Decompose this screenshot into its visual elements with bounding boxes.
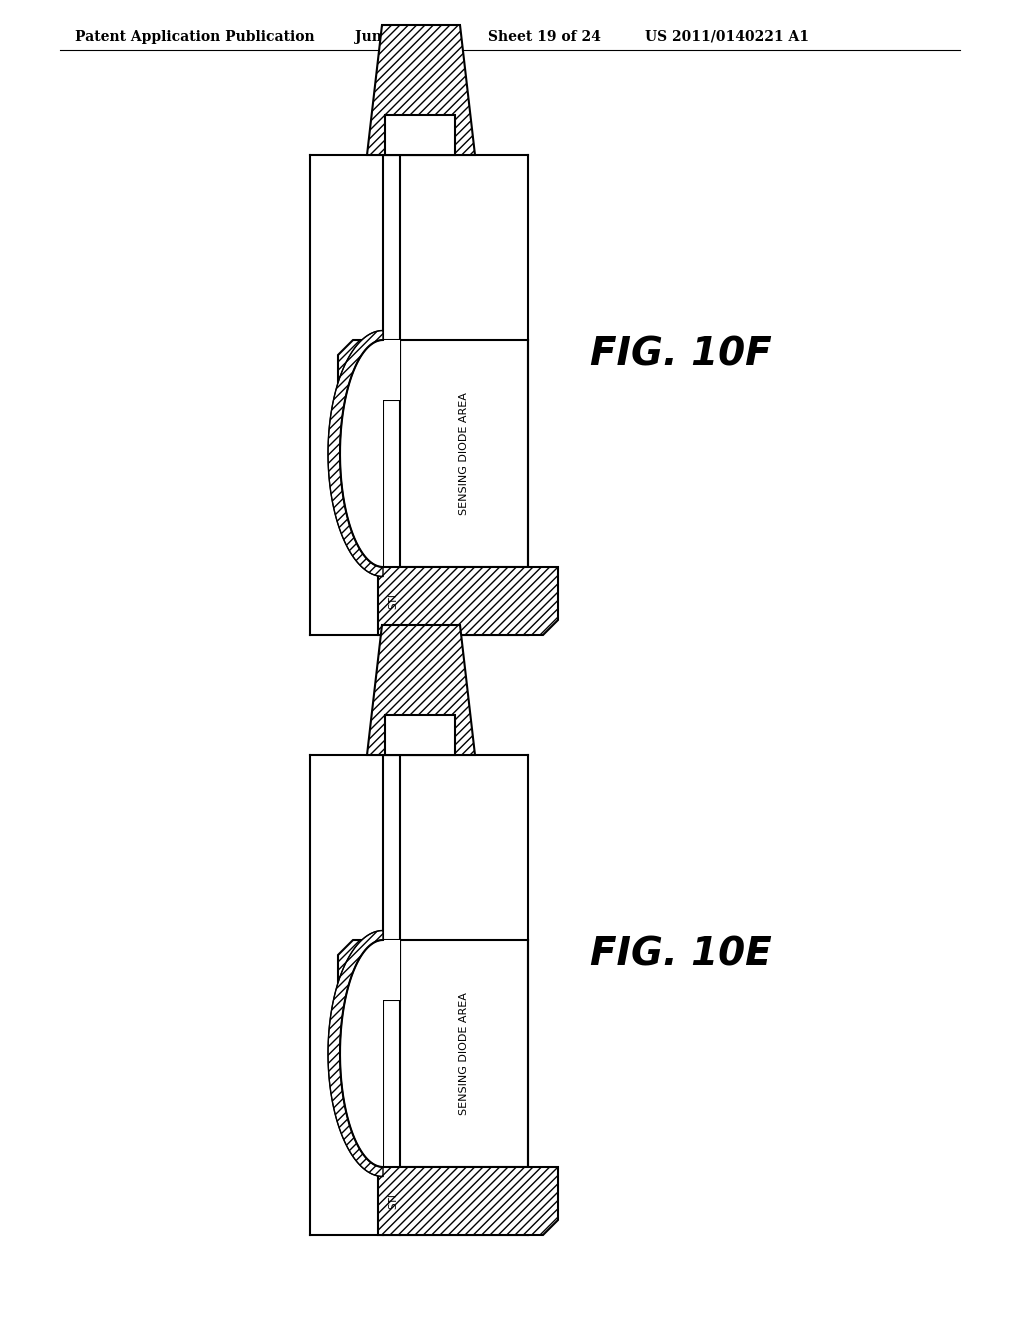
Text: Sheet 19 of 24: Sheet 19 of 24 [488, 30, 601, 44]
Text: STI: STI [388, 593, 398, 609]
Polygon shape [367, 25, 475, 154]
Polygon shape [340, 341, 383, 568]
Text: Jun. 16, 2011: Jun. 16, 2011 [355, 30, 460, 44]
Polygon shape [383, 341, 400, 400]
Polygon shape [328, 330, 383, 577]
Text: US 2011/0140221 A1: US 2011/0140221 A1 [645, 30, 809, 44]
Text: STI: STI [388, 1193, 398, 1209]
Text: FIG. 10E: FIG. 10E [590, 936, 772, 974]
Polygon shape [338, 341, 400, 400]
Polygon shape [378, 568, 558, 635]
Polygon shape [328, 931, 383, 1176]
Text: Patent Application Publication: Patent Application Publication [75, 30, 314, 44]
Text: SENSING DIODE AREA: SENSING DIODE AREA [459, 392, 469, 515]
Text: SENSING DIODE AREA: SENSING DIODE AREA [459, 993, 469, 1115]
Text: FIG. 10F: FIG. 10F [590, 337, 772, 374]
Polygon shape [340, 940, 383, 1167]
Polygon shape [385, 715, 455, 755]
Polygon shape [385, 115, 455, 154]
Polygon shape [367, 624, 475, 755]
Polygon shape [338, 940, 400, 1001]
Polygon shape [378, 1167, 558, 1236]
Polygon shape [383, 940, 400, 1001]
